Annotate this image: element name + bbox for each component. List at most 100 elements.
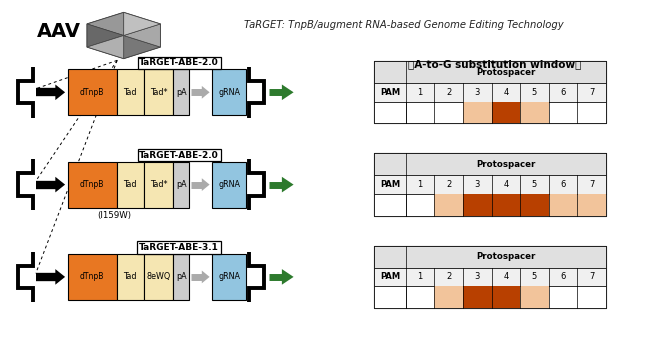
Polygon shape [282, 84, 294, 100]
Text: 1: 1 [417, 88, 422, 97]
FancyBboxPatch shape [374, 268, 606, 286]
Polygon shape [282, 177, 294, 192]
Polygon shape [202, 271, 210, 283]
Text: Tad: Tad [124, 88, 137, 97]
Text: 2: 2 [446, 180, 451, 189]
Polygon shape [55, 177, 65, 192]
Text: 5: 5 [532, 180, 537, 189]
Text: 8eWQ: 8eWQ [146, 272, 171, 282]
FancyBboxPatch shape [463, 194, 492, 216]
Polygon shape [87, 12, 124, 36]
Text: 4: 4 [503, 88, 508, 97]
FancyBboxPatch shape [173, 69, 189, 115]
FancyBboxPatch shape [492, 286, 520, 308]
FancyBboxPatch shape [117, 69, 144, 115]
Text: 1: 1 [417, 180, 422, 189]
Text: Tad*: Tad* [150, 180, 167, 189]
FancyBboxPatch shape [520, 286, 549, 308]
FancyBboxPatch shape [374, 246, 606, 308]
Text: AAV: AAV [36, 22, 81, 42]
Text: 3: 3 [475, 88, 480, 97]
Text: dTnpB: dTnpB [80, 272, 104, 282]
FancyBboxPatch shape [463, 102, 492, 124]
Text: TaRGET-ABE-2.0: TaRGET-ABE-2.0 [139, 59, 219, 67]
Polygon shape [87, 36, 124, 59]
Text: 5: 5 [532, 88, 537, 97]
Polygon shape [282, 269, 294, 285]
Text: 5: 5 [532, 272, 537, 282]
FancyBboxPatch shape [68, 69, 117, 115]
Polygon shape [55, 269, 65, 285]
FancyBboxPatch shape [117, 254, 144, 300]
FancyBboxPatch shape [374, 194, 606, 216]
FancyBboxPatch shape [374, 286, 606, 308]
FancyBboxPatch shape [374, 153, 606, 175]
FancyBboxPatch shape [374, 83, 606, 102]
Text: Tad*: Tad* [150, 88, 167, 97]
Text: PAM: PAM [380, 272, 400, 282]
FancyBboxPatch shape [374, 61, 606, 83]
Text: gRNA: gRNA [218, 180, 240, 189]
Polygon shape [124, 24, 160, 47]
FancyBboxPatch shape [374, 61, 606, 124]
Polygon shape [124, 12, 160, 36]
Text: 6: 6 [561, 272, 566, 282]
Text: dTnpB: dTnpB [80, 88, 104, 97]
Text: pA: pA [176, 272, 187, 282]
Polygon shape [202, 178, 210, 191]
Text: 《A-to-G substitution window》: 《A-to-G substitution window》 [408, 59, 581, 69]
FancyBboxPatch shape [173, 254, 189, 300]
Text: Protospacer: Protospacer [476, 67, 536, 77]
Text: 3: 3 [475, 180, 480, 189]
FancyBboxPatch shape [520, 102, 549, 124]
FancyBboxPatch shape [577, 194, 606, 216]
FancyBboxPatch shape [374, 102, 606, 124]
Text: 1: 1 [417, 272, 422, 282]
FancyBboxPatch shape [549, 194, 577, 216]
Text: gRNA: gRNA [218, 272, 240, 282]
Polygon shape [87, 24, 124, 47]
Polygon shape [124, 36, 160, 59]
Text: gRNA: gRNA [218, 88, 240, 97]
Text: 4: 4 [503, 272, 508, 282]
Text: Protospacer: Protospacer [476, 160, 536, 169]
FancyBboxPatch shape [463, 286, 492, 308]
FancyBboxPatch shape [374, 175, 606, 194]
FancyBboxPatch shape [520, 194, 549, 216]
Text: TaRGET-ABE-2.0: TaRGET-ABE-2.0 [139, 151, 219, 160]
Text: TaRGET-ABE-3.1: TaRGET-ABE-3.1 [139, 243, 219, 252]
Text: 6: 6 [561, 88, 566, 97]
FancyBboxPatch shape [434, 194, 463, 216]
Text: 2: 2 [446, 272, 451, 282]
Text: PAM: PAM [380, 88, 400, 97]
Text: PAM: PAM [380, 180, 400, 189]
Text: (I159W): (I159W) [97, 211, 131, 220]
FancyBboxPatch shape [374, 153, 606, 216]
FancyBboxPatch shape [434, 286, 463, 308]
Text: 6: 6 [561, 180, 566, 189]
FancyBboxPatch shape [117, 162, 144, 208]
FancyBboxPatch shape [212, 254, 246, 300]
FancyBboxPatch shape [492, 102, 520, 124]
FancyBboxPatch shape [492, 194, 520, 216]
FancyBboxPatch shape [212, 69, 246, 115]
FancyBboxPatch shape [144, 254, 173, 300]
Text: 2: 2 [446, 88, 451, 97]
Polygon shape [202, 86, 210, 99]
Text: pA: pA [176, 180, 187, 189]
Polygon shape [87, 12, 160, 59]
Text: Tad: Tad [124, 272, 137, 282]
FancyBboxPatch shape [68, 254, 117, 300]
Text: Tad: Tad [124, 180, 137, 189]
Polygon shape [55, 84, 65, 100]
Text: Protospacer: Protospacer [476, 252, 536, 261]
FancyBboxPatch shape [68, 162, 117, 208]
Text: 3: 3 [475, 272, 480, 282]
FancyBboxPatch shape [173, 162, 189, 208]
FancyBboxPatch shape [144, 69, 173, 115]
Text: 7: 7 [589, 180, 594, 189]
Text: 4: 4 [503, 180, 508, 189]
Text: TaRGET: TnpB/augment RNA-based Genome Editing Technology: TaRGET: TnpB/augment RNA-based Genome Ed… [244, 20, 563, 30]
Text: 7: 7 [589, 88, 594, 97]
Text: dTnpB: dTnpB [80, 180, 104, 189]
